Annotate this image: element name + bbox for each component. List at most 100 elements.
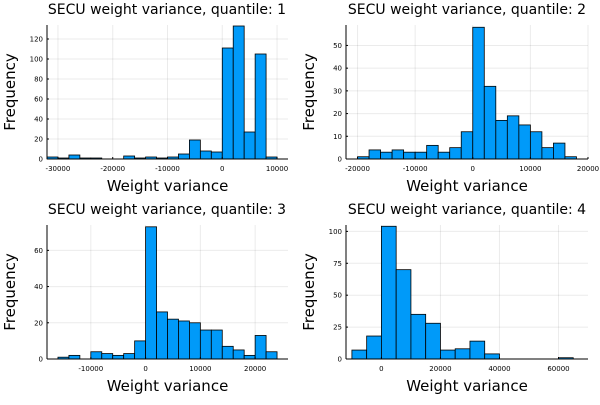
x-axis-label: Weight variance <box>107 377 229 395</box>
x-tick-label: -10000 <box>155 165 180 173</box>
x-tick-label: -30000 <box>46 165 71 173</box>
chart-title: SECU weight variance, quantile: 3 <box>48 202 286 218</box>
histogram-bar <box>437 151 451 160</box>
x-axis-label: Weight variance <box>406 377 528 395</box>
y-axis-label: Frequency <box>1 253 19 331</box>
y-tick-label: 40 <box>333 65 342 73</box>
histogram-bar <box>156 311 168 360</box>
histogram-bar <box>449 147 462 160</box>
y-axis-label: Frequency <box>1 53 19 131</box>
histogram-bar <box>90 351 103 360</box>
histogram-bar <box>178 320 190 360</box>
x-tick-label: -10000 <box>403 165 428 173</box>
x-tick-label: 0 <box>220 165 224 173</box>
x-axis-label: Weight variance <box>107 177 229 195</box>
histogram-bar <box>368 149 381 160</box>
y-tick-label: 40 <box>34 116 43 124</box>
x-tick-label: 10000 <box>266 165 288 173</box>
histogram-bar <box>243 131 256 160</box>
histogram-bar <box>101 353 114 360</box>
histogram-bar <box>460 131 474 160</box>
x-tick-label: 20000 <box>429 365 451 373</box>
y-tick-label: 60 <box>34 247 43 255</box>
x-tick-label: 20000 <box>577 165 599 173</box>
y-tick-label: 0 <box>338 356 342 364</box>
histogram-bar <box>410 313 427 360</box>
y-tick-label: 100 <box>329 228 342 236</box>
histogram-bar <box>199 329 212 360</box>
histogram-bar <box>123 353 136 360</box>
histogram-bar <box>483 85 497 160</box>
y-tick-label: 40 <box>34 283 43 291</box>
chart-title: SECU weight variance, quantile: 4 <box>348 202 586 218</box>
histogram-bar <box>403 151 416 160</box>
x-tick-label: 0 <box>143 365 147 373</box>
histogram-bar <box>112 354 125 360</box>
histogram-bar <box>68 154 81 160</box>
histogram-bar <box>395 269 412 360</box>
y-tick-label: 20 <box>333 110 342 118</box>
histogram-bar <box>145 226 157 360</box>
y-tick-label: 25 <box>333 324 342 332</box>
y-tick-label: 80 <box>34 76 43 84</box>
histogram-bar <box>178 153 190 160</box>
chart-title: SECU weight variance, quantile: 2 <box>348 2 586 18</box>
histogram-bar <box>472 26 485 160</box>
histogram-bar <box>506 115 520 160</box>
histogram-bar <box>366 335 382 360</box>
histogram-bar <box>351 349 368 360</box>
histogram-panel-4: 0 20000 40000 60000 0 25 50 75 100 SECU weight va… <box>300 202 588 395</box>
y-tick-label: 120 <box>30 36 43 44</box>
histogram-panel-2: -20000 -10000 0 10000 20000 0 10 20 30 40 50 SECU w… <box>300 2 599 195</box>
histogram-bar <box>199 150 212 160</box>
x-tick-label: 40000 <box>488 365 510 373</box>
histogram-bar <box>440 349 456 360</box>
histogram-bar <box>469 340 486 360</box>
histogram-bar <box>414 151 428 160</box>
y-tick-label: 10 <box>333 133 342 141</box>
x-tick-label: -20000 <box>100 165 125 173</box>
histogram-bar <box>68 354 81 360</box>
histogram-bar <box>381 225 397 360</box>
histogram-bar <box>221 345 234 360</box>
histogram-bar <box>541 147 554 160</box>
y-tick-label: 50 <box>333 292 342 300</box>
histogram-bar <box>495 119 508 160</box>
histogram-bar <box>553 142 566 160</box>
y-tick-label: 50 <box>333 42 342 50</box>
x-tick-label: 0 <box>471 165 475 173</box>
x-tick-label: 20000 <box>244 365 266 373</box>
histogram-bar <box>426 144 439 160</box>
histogram-panel-3: -10000 0 10000 20000 0 20 40 60 SECU weight vari… <box>1 202 288 395</box>
histogram-bar <box>232 349 245 360</box>
y-tick-label: 30 <box>333 87 342 95</box>
histogram-bar <box>189 322 201 360</box>
histogram-bar <box>210 151 223 160</box>
histogram-bar <box>454 348 471 360</box>
x-tick-label: 10000 <box>519 165 541 173</box>
y-tick-label: 60 <box>34 96 43 104</box>
y-tick-label: 75 <box>333 260 342 268</box>
histogram-bar <box>254 335 267 360</box>
histogram-bar <box>210 329 223 360</box>
histogram-bar <box>221 47 234 160</box>
y-tick-label: 0 <box>338 156 342 164</box>
y-tick-label: 20 <box>34 136 43 144</box>
chart-title: SECU weight variance, quantile: 1 <box>48 2 286 18</box>
histogram-bar <box>391 149 405 160</box>
x-tick-label: 10000 <box>189 365 211 373</box>
x-tick-label: -20000 <box>345 165 370 173</box>
x-axis-label: Weight variance <box>406 177 528 195</box>
histogram-panel-1: -30000 -20000 -10000 0 10000 0 20 40 60 80 100 120 S… <box>1 2 288 195</box>
y-axis-label: Frequency <box>300 53 318 131</box>
histogram-bar <box>254 53 267 160</box>
histogram-bar <box>167 318 179 360</box>
y-tick-label: 0 <box>39 156 43 164</box>
y-tick-label: 0 <box>39 356 43 364</box>
x-tick-label: -10000 <box>78 365 103 373</box>
y-tick-label: 20 <box>34 319 43 327</box>
x-tick-label: 60000 <box>547 365 569 373</box>
histogram-bar <box>243 354 256 360</box>
